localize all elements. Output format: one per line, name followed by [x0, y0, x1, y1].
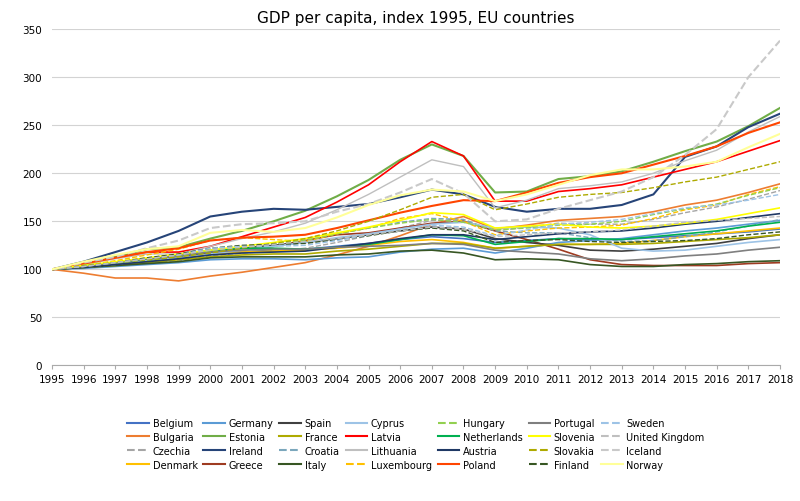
Title: GDP per capita, index 1995, EU countries: GDP per capita, index 1995, EU countries [258, 11, 574, 26]
Legend: Belgium, Bulgaria, Czechia, Denmark, Germany, Estonia, Ireland, Greece, Spain, F: Belgium, Bulgaria, Czechia, Denmark, Ger… [123, 414, 709, 473]
